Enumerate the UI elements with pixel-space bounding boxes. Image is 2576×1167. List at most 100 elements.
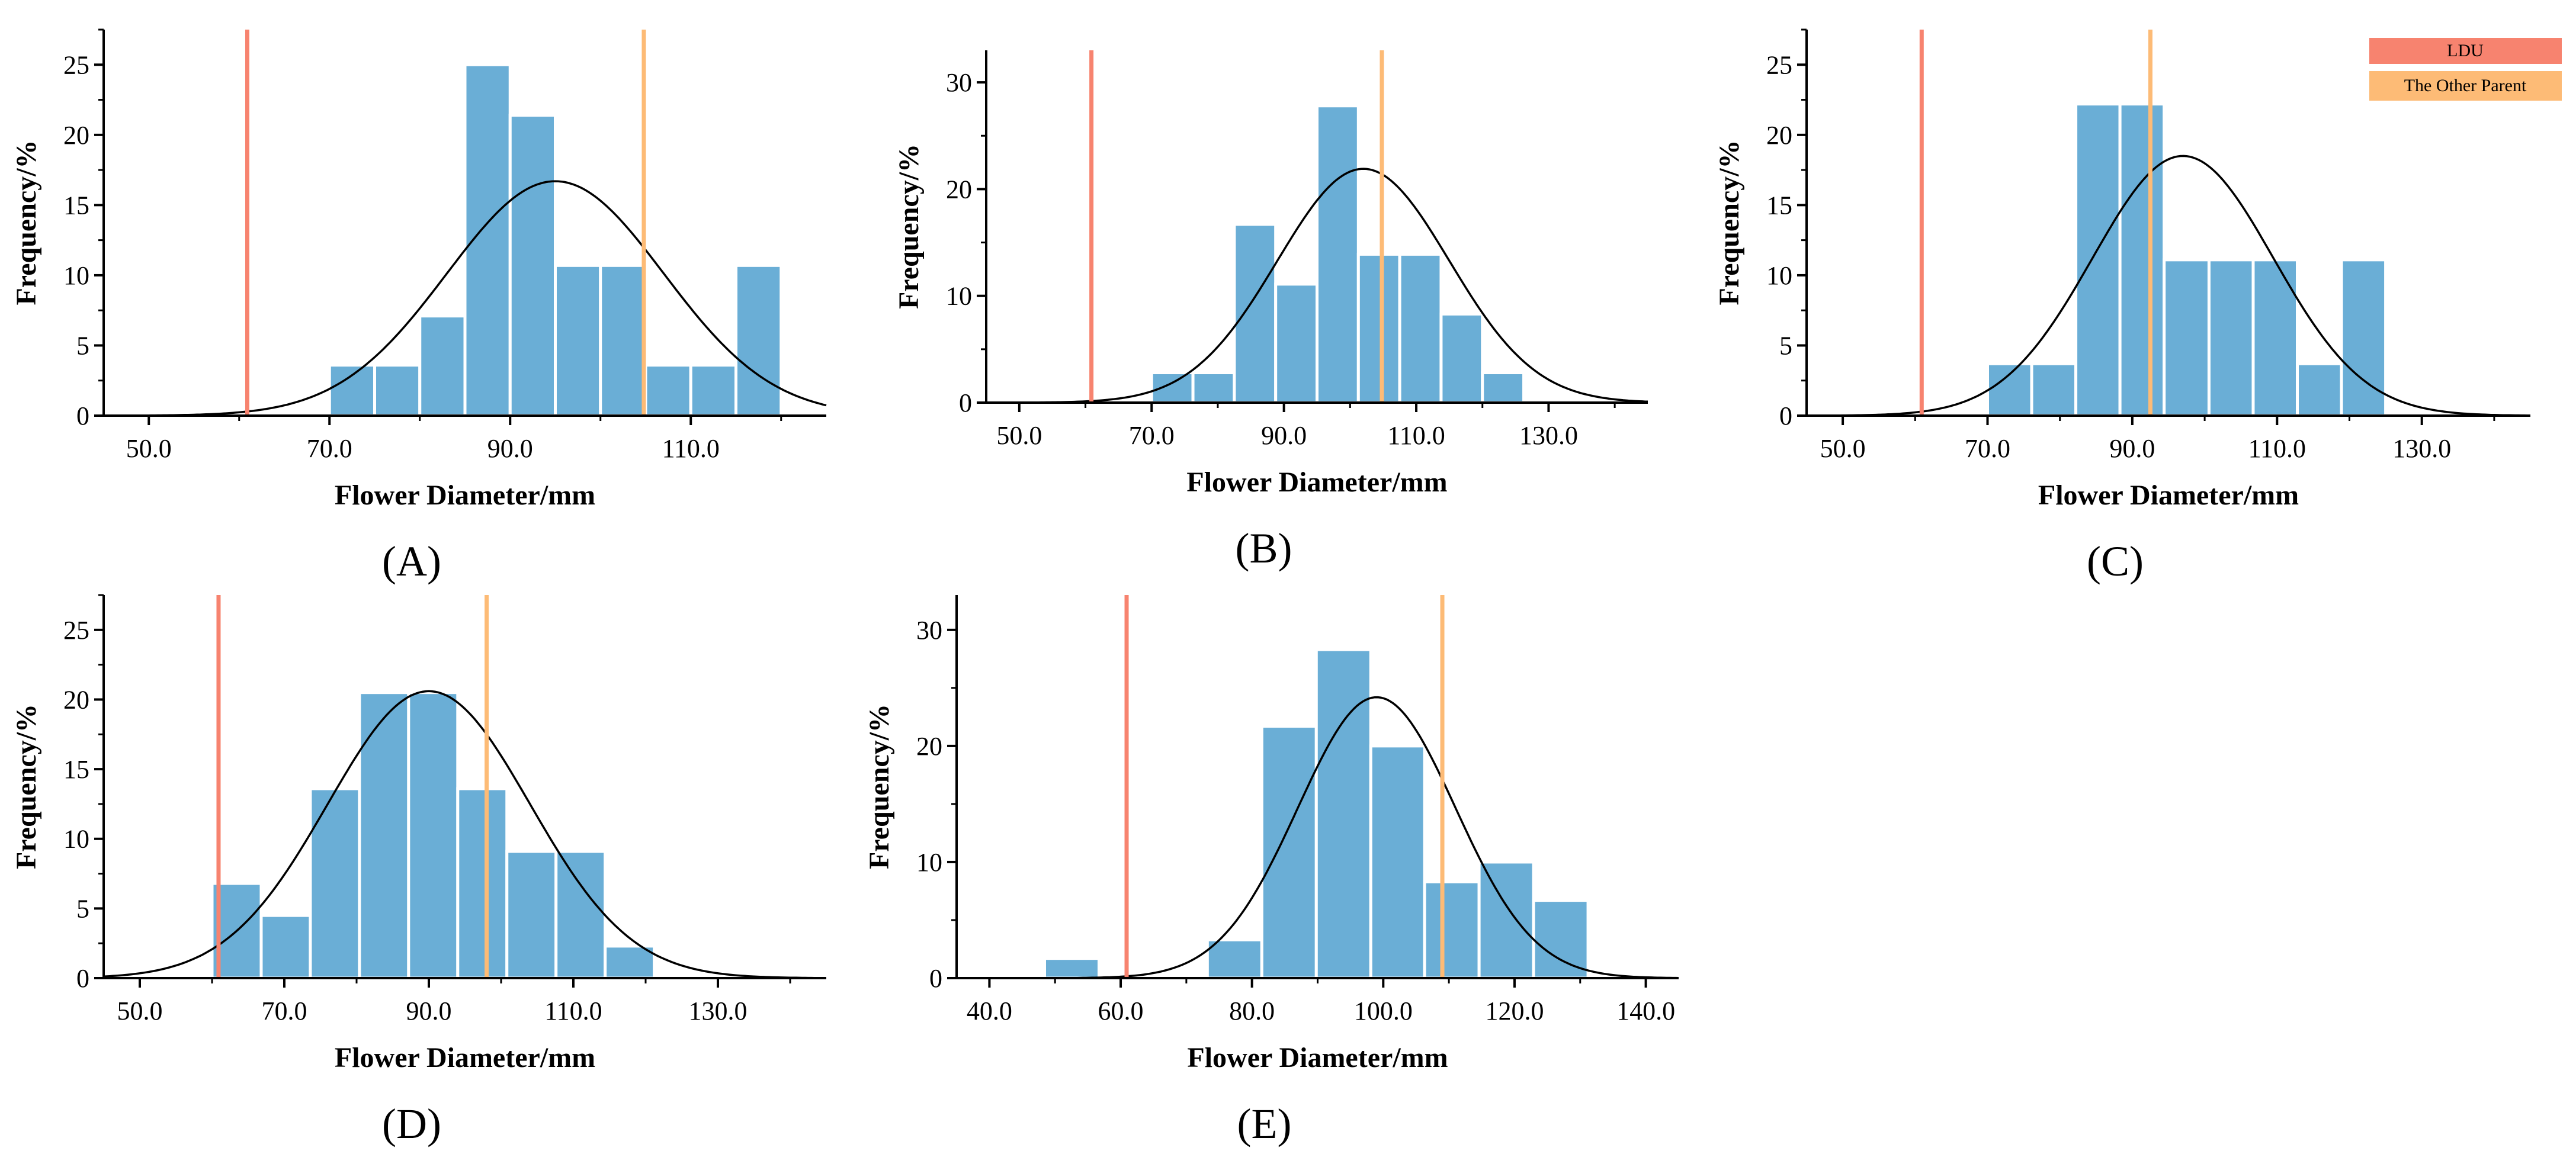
histogram-bar — [1260, 725, 1318, 980]
y-tick-label: 20 — [946, 175, 972, 204]
histogram-bar — [2074, 102, 2122, 417]
chart-panel: 50.0 70.0 90.0 110.0 130.0 0 5 10 15 20 25 Flower D… — [1714, 28, 2530, 585]
histogram-bar — [1205, 938, 1263, 980]
panel-label: (C) — [2087, 538, 2144, 585]
y-axis-title: Frequency/% — [893, 144, 925, 309]
normal-fit-curve — [986, 168, 1648, 404]
legend: LDU The Other Parent — [2369, 38, 2562, 101]
y-tick-label: 25 — [63, 50, 89, 79]
histogram-bar — [1477, 860, 1535, 980]
x-tick-label: 90.0 — [2109, 434, 2155, 463]
histogram-bar — [407, 691, 460, 980]
y-tick-label: 20 — [63, 685, 89, 714]
legend-swatch-ldu — [2369, 38, 2562, 64]
y-axis-title: Frequency/% — [864, 704, 895, 869]
histogram-bar — [456, 787, 509, 980]
histogram-bar — [1191, 371, 1236, 404]
normal-fit-curve — [103, 690, 826, 979]
histogram-bar — [1233, 223, 1278, 404]
histogram-bar — [644, 364, 692, 417]
y-axis-title: Frequency/% — [11, 140, 42, 305]
y-tick-label: 0 — [1779, 401, 1792, 430]
histogram-bar — [2251, 258, 2299, 417]
histogram-bar — [505, 850, 558, 980]
histogram-bar — [554, 263, 602, 417]
x-tick-label: 40.0 — [967, 996, 1012, 1025]
histogram-bar — [1356, 252, 1401, 404]
histogram-bar — [1314, 648, 1372, 980]
x-tick-label: 50.0 — [1820, 434, 1866, 463]
y-axis-title: Frequency/% — [1714, 140, 1745, 305]
histogram-bar — [689, 364, 737, 417]
x-tick-label: 70.0 — [262, 996, 307, 1025]
histogram-bar — [2118, 102, 2166, 417]
histogram-bar — [1439, 312, 1484, 404]
histogram-bar — [2030, 362, 2078, 417]
x-tick-label: 70.0 — [1965, 434, 2010, 463]
histogram-bar — [418, 314, 467, 417]
x-tick-label: 120.0 — [1485, 996, 1544, 1025]
histogram-bar — [2296, 362, 2343, 417]
histogram-bar — [1150, 371, 1195, 404]
y-tick-label: 10 — [916, 848, 942, 877]
x-axis-title: Flower Diameter/mm — [1186, 467, 1447, 498]
normal-fit-curve — [104, 180, 827, 417]
histogram-bar — [2340, 258, 2388, 417]
chart-panels: 50.0 70.0 90.0 110.0 0 5 10 15 20 25 Flower Diamet… — [11, 28, 2530, 1147]
histogram-bar — [604, 944, 656, 980]
histogram-bar — [554, 850, 607, 980]
x-tick-label: 130.0 — [2392, 434, 2451, 463]
y-tick-label: 0 — [959, 388, 972, 417]
histogram-bar — [2207, 258, 2255, 417]
panel-label: (B) — [1236, 525, 1292, 572]
y-tick-label: 25 — [63, 616, 89, 645]
chart-panel: 40.0 60.0 80.0 100.0 120.0 140.0 0 10 20 30 Flower… — [864, 595, 1679, 1147]
x-axis-title: Flower Diameter/mm — [335, 480, 595, 511]
x-tick-label: 110.0 — [1387, 421, 1445, 450]
legend-label-ldu: LDU — [2447, 41, 2484, 60]
histogram-bar — [599, 263, 647, 417]
legend-label-other-parent: The Other Parent — [2404, 76, 2527, 95]
histogram-bar — [1481, 371, 1526, 404]
histogram-bar — [373, 364, 422, 417]
y-tick-label: 20 — [63, 121, 89, 150]
y-tick-label: 15 — [63, 191, 89, 220]
histogram-bar — [1423, 880, 1481, 980]
x-tick-label: 50.0 — [996, 421, 1042, 450]
histogram-bar — [1986, 362, 2033, 417]
x-tick-label: 70.0 — [1129, 421, 1175, 450]
chart-panel: 50.0 70.0 90.0 110.0 130.0 0 10 20 30 Flower Diam… — [893, 50, 1648, 572]
y-tick-label: 30 — [916, 616, 942, 645]
y-tick-label: 10 — [946, 282, 972, 311]
histogram-bar — [1316, 104, 1360, 404]
histogram-bar — [1398, 252, 1443, 404]
chart-panel: 50.0 70.0 90.0 110.0 130.0 0 5 10 15 20 25 Flower D… — [11, 594, 826, 1147]
x-tick-label: 60.0 — [1098, 996, 1144, 1025]
x-tick-label: 110.0 — [2248, 434, 2306, 463]
histogram-bar — [1369, 744, 1426, 980]
legend-swatch-other-parent — [2369, 71, 2562, 101]
y-tick-label: 30 — [946, 68, 972, 97]
y-tick-label: 0 — [76, 964, 89, 993]
histogram-bar — [259, 914, 312, 980]
y-tick-label: 10 — [1766, 261, 1792, 290]
y-tick-label: 10 — [63, 261, 89, 290]
histogram-bar — [358, 691, 410, 980]
x-tick-label: 130.0 — [1519, 421, 1578, 450]
y-tick-label: 10 — [63, 825, 89, 854]
y-tick-label: 5 — [76, 331, 89, 360]
y-tick-label: 20 — [1766, 121, 1792, 150]
histogram-bar — [734, 263, 783, 417]
histogram-bar — [2163, 258, 2211, 417]
y-tick-label: 25 — [1766, 50, 1792, 79]
normal-fit-curve — [1807, 155, 2530, 417]
x-tick-label: 50.0 — [126, 434, 172, 463]
y-tick-label: 20 — [916, 732, 942, 761]
y-tick-label: 15 — [63, 755, 89, 784]
panel-label: (D) — [382, 1100, 441, 1147]
histogram-bar — [328, 364, 376, 417]
x-tick-label: 90.0 — [1261, 421, 1307, 450]
x-tick-label: 110.0 — [662, 434, 720, 463]
y-tick-label: 15 — [1766, 191, 1792, 220]
